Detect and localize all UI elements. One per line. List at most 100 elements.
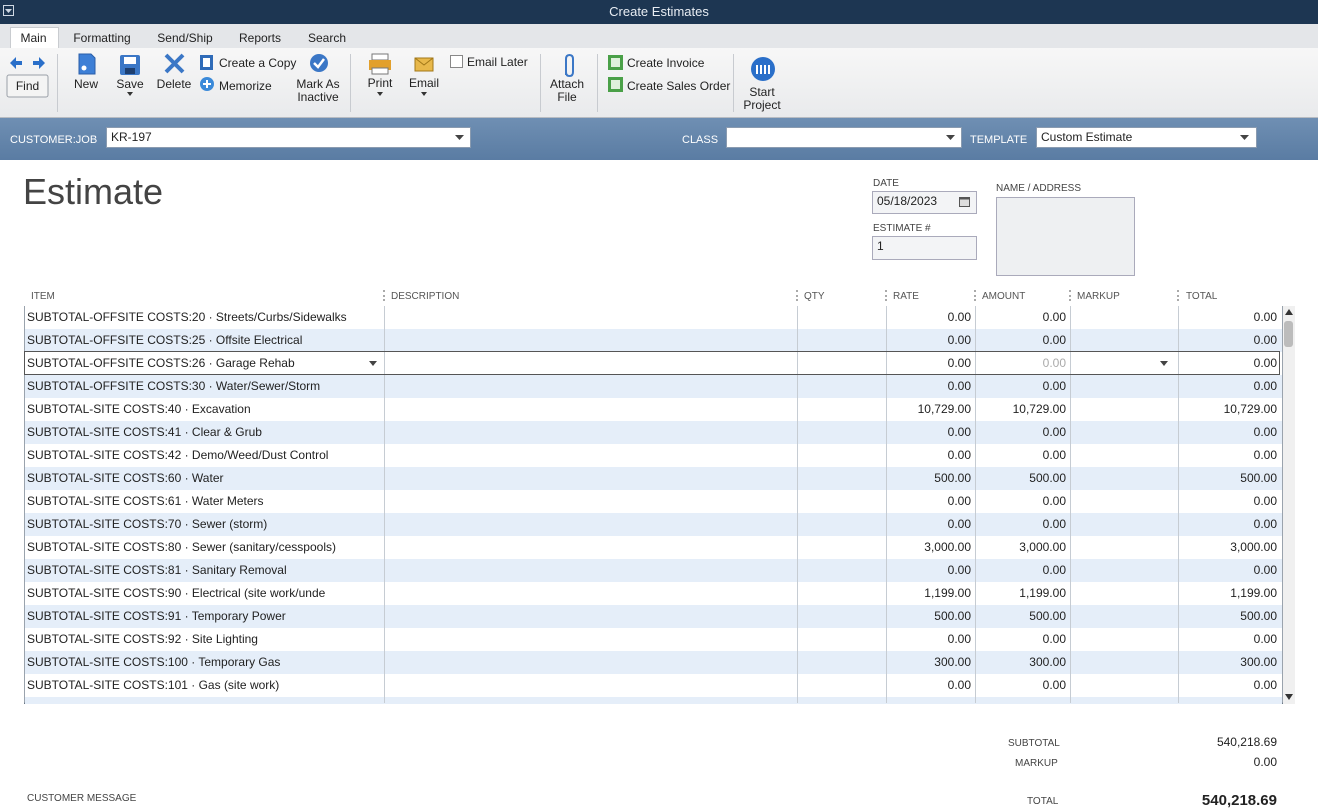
rate-cell[interactable]: 0.00: [947, 333, 971, 347]
item-cell[interactable]: SUBTOTAL-SITE COSTS:92 · Site Lighting: [27, 632, 258, 646]
amount-cell[interactable]: 1,199.00: [1019, 586, 1066, 600]
total-cell[interactable]: 10,729.00: [1223, 402, 1277, 416]
mark-inactive-button[interactable]: Mark As Inactive: [296, 77, 340, 104]
amount-cell[interactable]: 0.00: [1042, 678, 1066, 692]
item-cell[interactable]: SUBTOTAL-OFFSITE COSTS:26 · Garage Rehab: [27, 356, 295, 370]
new-button[interactable]: New: [73, 77, 98, 91]
find-button[interactable]: Find: [15, 79, 40, 93]
customer-dropdown[interactable]: KR-197: [106, 127, 471, 148]
rate-cell[interactable]: 0.00: [947, 563, 971, 577]
rate-cell[interactable]: 0.00: [947, 494, 971, 508]
item-cell[interactable]: SUBTOTAL-SITE COSTS:91 · Temporary Power: [27, 609, 286, 623]
rate-cell[interactable]: 0.00: [947, 379, 971, 393]
item-cell[interactable]: SUBTOTAL-SITE COSTS:90 · Electrical (sit…: [27, 586, 326, 600]
scroll-up[interactable]: [1285, 309, 1293, 315]
save-button[interactable]: Save: [116, 77, 144, 91]
item-cell[interactable]: SUBTOTAL-OFFSITE COSTS:20 · Streets/Curb…: [27, 310, 347, 324]
rate-cell[interactable]: 3,000.00: [924, 540, 971, 554]
rate-cell[interactable]: 0.00: [947, 517, 971, 531]
total-cell[interactable]: 3,000.00: [1230, 540, 1277, 554]
tab[interactable]: Formatting: [73, 31, 131, 45]
tab[interactable]: Send/Ship: [157, 31, 213, 45]
amount-cell[interactable]: 0.00: [1042, 379, 1066, 393]
item-cell[interactable]: SUBTOTAL-SITE COSTS:61 · Water Meters: [27, 494, 264, 508]
item-cell[interactable]: SUBTOTAL-OFFSITE COSTS:25 · Offsite Elec…: [27, 333, 303, 347]
rate-cell[interactable]: 0.00: [947, 632, 971, 646]
rate-cell[interactable]: 0.00: [947, 448, 971, 462]
print-button[interactable]: Print: [367, 76, 393, 90]
item-cell[interactable]: SUBTOTAL-SITE COSTS:81 · Sanitary Remova…: [27, 563, 287, 577]
tab[interactable]: Search: [307, 31, 347, 45]
rate-cell[interactable]: 300.00: [934, 655, 971, 669]
total-cell[interactable]: 0.00: [1253, 425, 1277, 439]
amount-cell[interactable]: 10,729.00: [1012, 402, 1066, 416]
amount-cell[interactable]: 0.00: [1042, 310, 1066, 324]
item-cell[interactable]: SUBTOTAL-SITE COSTS:100 · Temporary Gas: [27, 655, 281, 669]
rate-cell[interactable]: 0.00: [947, 310, 971, 324]
create-invoice-button[interactable]: Create Invoice: [627, 56, 705, 70]
amount-cell[interactable]: 3,000.00: [1019, 540, 1066, 554]
total-cell[interactable]: 300.00: [1240, 655, 1277, 669]
date-field[interactable]: 05/18/2023: [872, 191, 977, 214]
item-cell[interactable]: SUBTOTAL-SITE COSTS:40 · Excavation: [27, 402, 251, 416]
item-cell[interactable]: SUBTOTAL-SITE COSTS:101 · Gas (site work…: [27, 678, 280, 692]
delete-button[interactable]: Delete: [156, 77, 192, 91]
total-cell[interactable]: 0.00: [1253, 448, 1277, 462]
amount-cell[interactable]: 300.00: [1029, 655, 1066, 669]
amount-cell[interactable]: 0.00: [1042, 333, 1066, 347]
scroll-down[interactable]: [1285, 694, 1293, 700]
amount-cell[interactable]: 0.00: [1042, 632, 1066, 646]
total-cell[interactable]: 500.00: [1240, 609, 1277, 623]
total-cell[interactable]: 0.00: [1253, 333, 1277, 347]
amount-cell[interactable]: 500.00: [1029, 609, 1066, 623]
estimate-number-field[interactable]: 1: [872, 236, 977, 260]
calendar-icon[interactable]: [959, 196, 971, 208]
item-cell[interactable]: SUBTOTAL-SITE COSTS:70 · Sewer (storm): [27, 517, 268, 531]
rate-cell[interactable]: 0.00: [947, 425, 971, 439]
rate-cell[interactable]: 0.00: [947, 356, 971, 370]
rate-cell[interactable]: 0.00: [947, 678, 971, 692]
rate-cell[interactable]: 500.00: [934, 471, 971, 485]
total-cell[interactable]: 0.00: [1253, 494, 1277, 508]
amount-cell[interactable]: 0.00: [1042, 425, 1066, 439]
tab[interactable]: Main: [20, 31, 47, 45]
amount-cell[interactable]: 0.00: [1042, 517, 1066, 531]
class-dropdown[interactable]: [726, 127, 962, 148]
email-later-checkbox[interactable]: Email Later: [467, 55, 528, 69]
item-dropdown-arrow[interactable]: [369, 361, 377, 366]
create-sales-order-button[interactable]: Create Sales Order: [627, 79, 731, 93]
item-cell[interactable]: SUBTOTAL-SITE COSTS:41 · Clear & Grub: [27, 425, 262, 439]
memorize-button[interactable]: Memorize: [219, 79, 272, 93]
total-cell[interactable]: 0.00: [1253, 356, 1277, 370]
attach-file-button[interactable]: Attach File: [549, 77, 585, 104]
markup-dropdown-arrow[interactable]: [1160, 361, 1168, 366]
item-cell[interactable]: SUBTOTAL-OFFSITE COSTS:30 · Water/Sewer/…: [27, 379, 321, 393]
template-dropdown[interactable]: Custom Estimate: [1036, 127, 1257, 148]
total-cell[interactable]: 0.00: [1253, 310, 1277, 324]
total-cell[interactable]: 1,199.00: [1230, 586, 1277, 600]
scrollbar[interactable]: [1283, 306, 1295, 704]
total-cell[interactable]: 0.00: [1253, 632, 1277, 646]
total-cell[interactable]: 0.00: [1253, 379, 1277, 393]
rate-cell[interactable]: 10,729.00: [917, 402, 971, 416]
amount-cell[interactable]: 0.00: [1042, 494, 1066, 508]
rate-cell[interactable]: 1,199.00: [924, 586, 971, 600]
scroll-thumb[interactable]: [1284, 321, 1293, 347]
tab[interactable]: Reports: [238, 31, 282, 45]
total-cell[interactable]: 0.00: [1253, 563, 1277, 577]
item-cell[interactable]: SUBTOTAL-SITE COSTS:80 · Sewer (sanitary…: [27, 540, 336, 554]
item-cell[interactable]: SUBTOTAL-SITE COSTS:42 · Demo/Weed/Dust …: [27, 448, 329, 462]
rate-cell[interactable]: 500.00: [934, 609, 971, 623]
total-cell[interactable]: 500.00: [1240, 471, 1277, 485]
total-cell[interactable]: 0.00: [1253, 678, 1277, 692]
email-button[interactable]: Email: [408, 76, 439, 90]
amount-cell[interactable]: 0.00: [1042, 356, 1066, 370]
item-cell[interactable]: SUBTOTAL-SITE COSTS:60 · Water: [27, 471, 224, 485]
amount-cell[interactable]: 0.00: [1042, 448, 1066, 462]
amount-cell[interactable]: 0.00: [1042, 563, 1066, 577]
create-copy-button[interactable]: Create a Copy: [219, 56, 297, 70]
total-cell[interactable]: 0.00: [1253, 517, 1277, 531]
amount-cell[interactable]: 500.00: [1029, 471, 1066, 485]
window-menu-icon[interactable]: [3, 5, 15, 17]
address-box[interactable]: [996, 197, 1135, 276]
